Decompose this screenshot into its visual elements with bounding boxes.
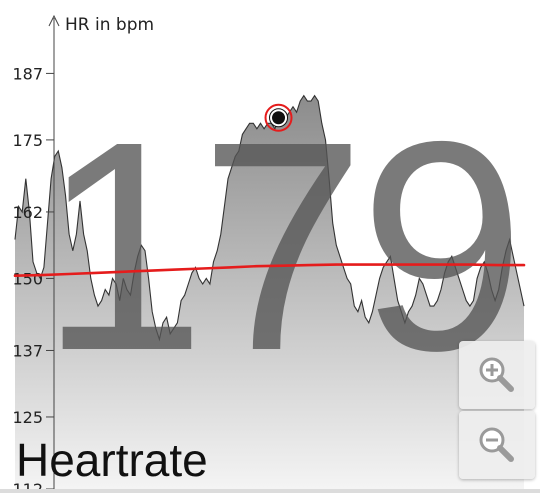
y-tick-label-0: 187 (12, 64, 43, 83)
y-tick-label-2: 162 (12, 203, 43, 222)
y-tick-label-5: 125 (12, 408, 43, 427)
bottom-edge (0, 489, 540, 493)
zoom-out-icon (475, 423, 519, 467)
y-tick-label-4: 137 (12, 341, 43, 360)
zoom-in-icon (475, 353, 519, 397)
marker-layer (266, 105, 292, 131)
marker-dot (272, 111, 285, 124)
chart-title: Heartrate (16, 432, 208, 488)
zoom-out-button[interactable] (459, 411, 535, 479)
zoom-in-button[interactable] (459, 341, 535, 409)
y-tick-label-1: 175 (12, 131, 43, 150)
y-tick-label-3: 150 (12, 269, 43, 288)
y-axis-title: HR in bpm (65, 15, 154, 35)
